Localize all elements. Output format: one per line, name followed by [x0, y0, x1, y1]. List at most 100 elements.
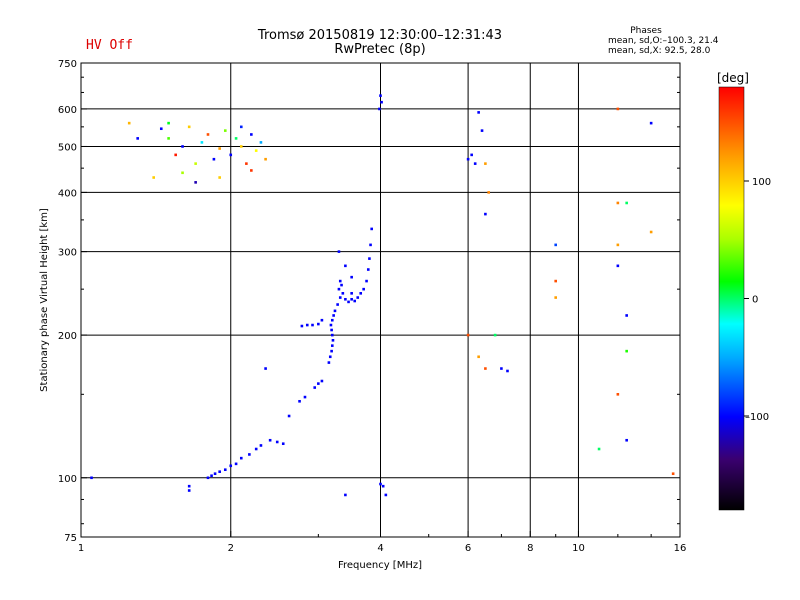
echo-point — [356, 296, 360, 299]
echo-point — [332, 314, 335, 317]
echo-point — [344, 297, 347, 301]
echo-point — [466, 157, 470, 161]
echo-point — [234, 137, 238, 140]
echo-point — [194, 181, 197, 184]
echo-point — [223, 468, 227, 472]
y-tick-label: 200 — [58, 331, 77, 342]
echo-point — [625, 314, 628, 317]
echo-point — [330, 333, 334, 337]
echo-point — [362, 287, 365, 291]
echo-point — [259, 444, 263, 447]
echo-point — [330, 328, 333, 332]
echo-point — [616, 201, 620, 205]
phases-o-stats: mean, sd,O:–100.3, 21.4 — [608, 36, 719, 46]
echo-point — [333, 309, 337, 313]
phases-x-stats: mean, sd,X: 92.5, 28.0 — [608, 46, 711, 56]
echo-point — [350, 292, 353, 295]
echo-point — [330, 318, 334, 322]
chart-subtitle: RwPretec (8p) — [334, 42, 425, 57]
colorbar — [718, 86, 745, 511]
x-tick-label: 2 — [228, 543, 234, 554]
y-axis: 75 100 200 300 400 500 600 750 — [58, 59, 680, 544]
echo-point — [223, 129, 227, 132]
echo-point — [344, 264, 347, 268]
echo-point — [616, 393, 620, 396]
echo-point — [245, 162, 248, 165]
echo-point — [218, 176, 221, 179]
echo-point — [554, 296, 557, 299]
echo-point — [381, 484, 385, 488]
x-axis: 1 2 4 6 8 10 16 — [78, 531, 686, 554]
echo-point — [136, 137, 139, 140]
echo-point — [298, 399, 301, 403]
echo-point — [368, 257, 371, 260]
echo-point — [378, 107, 381, 111]
echo-point — [350, 297, 353, 301]
y-tick-label: 100 — [58, 474, 77, 485]
echo-point — [127, 121, 131, 125]
echo-point — [303, 395, 307, 399]
echo-point — [616, 243, 620, 247]
echo-point — [336, 303, 339, 306]
echo-point — [493, 333, 497, 337]
echo-point — [370, 227, 373, 231]
echo-point — [287, 414, 291, 418]
echo-point — [248, 453, 251, 456]
echo-point — [320, 379, 324, 383]
echo-point — [305, 323, 309, 327]
echo-point — [317, 382, 320, 385]
echo-point — [625, 201, 628, 205]
chart-title: Tromsø 20150819 12:30:00–12:31:43 — [257, 28, 502, 43]
echo-point — [369, 243, 372, 247]
echo-point — [365, 279, 368, 283]
echo-point — [218, 470, 221, 473]
colorbar-unit-label: [deg] — [717, 71, 749, 85]
echo-point — [239, 125, 243, 129]
echo-point — [239, 145, 243, 148]
echo-point — [341, 292, 345, 295]
echo-point — [268, 438, 272, 442]
echo-point — [347, 300, 350, 304]
colorbar-tick-label: 0 — [752, 295, 758, 306]
grid-lines — [81, 63, 680, 537]
echo-point — [210, 474, 213, 478]
echo-point — [167, 121, 170, 125]
x-tick-label: 6 — [465, 543, 471, 554]
x-tick-label: 4 — [377, 543, 383, 554]
echo-point — [181, 145, 184, 148]
echo-point — [649, 121, 653, 125]
echo-point — [200, 141, 204, 144]
echo-point — [159, 127, 163, 131]
echo-point — [484, 367, 487, 370]
echo-point — [338, 279, 342, 283]
echo-point — [250, 169, 253, 172]
echo-point — [379, 94, 382, 97]
echo-point — [187, 125, 191, 129]
echo-point — [311, 323, 314, 327]
echo-point — [480, 129, 484, 132]
echo-point — [239, 456, 243, 460]
echo-point — [181, 171, 184, 175]
echo-point — [174, 153, 177, 157]
echo-point — [250, 133, 253, 136]
echo-points — [90, 94, 675, 497]
echo-point — [340, 283, 343, 287]
echo-point — [264, 367, 267, 370]
echo-point — [234, 462, 238, 466]
echo-point — [229, 153, 233, 157]
echo-point — [331, 339, 335, 342]
echo-point — [487, 191, 490, 194]
echo-point — [194, 162, 197, 165]
echo-point — [213, 472, 217, 476]
echo-point — [187, 489, 191, 492]
echo-point — [337, 250, 341, 253]
echo-point — [384, 493, 388, 497]
echo-point — [317, 322, 320, 326]
echo-point — [264, 157, 267, 161]
y-tick-label: 75 — [64, 533, 77, 544]
echo-point — [506, 369, 509, 373]
echo-point — [167, 137, 170, 140]
echo-point — [473, 162, 477, 165]
echo-point — [320, 318, 324, 322]
echo-point — [229, 464, 233, 468]
